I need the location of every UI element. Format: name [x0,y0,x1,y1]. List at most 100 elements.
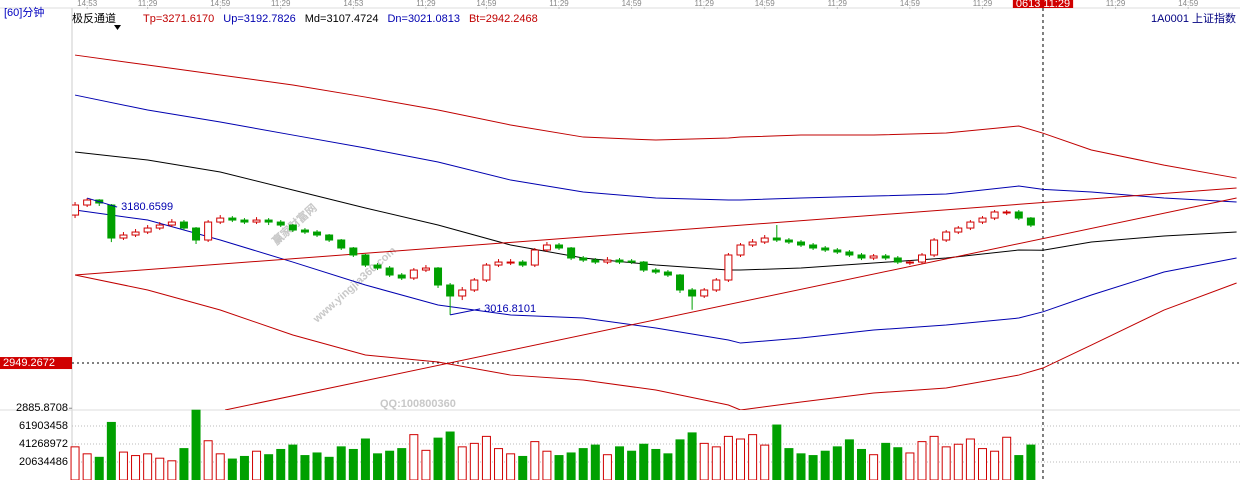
y-tick-label: 41268972 [19,438,68,450]
dropdown-arrow[interactable] [114,25,121,30]
candle-body [712,279,721,291]
x-tick-label: 14:59 [622,0,643,8]
volume-bar [82,453,92,480]
candle-body [833,249,842,253]
candle-body [724,254,733,281]
candle-body [905,261,914,264]
candle-body [748,241,757,246]
y-tick-label: 20634486 [19,456,68,468]
x-tick-label: 14:59 [476,0,497,8]
candle-body [579,257,588,261]
volume-bar [421,449,431,480]
volume-bar [554,455,564,480]
volume-bar [760,444,770,480]
trendline [75,187,1237,276]
candle-body [555,244,564,249]
candle-body [857,254,866,259]
candle-body [881,255,890,259]
candle-body [797,241,806,246]
candle-body [603,259,612,263]
volume-bar [481,435,491,480]
volume-bar [409,434,419,480]
volume-bar [264,454,274,480]
x-tick-label: 14:59 [210,0,231,8]
x-tick-label: 11:29 [1106,0,1126,8]
legend-entry: Tp=3271.6170 [143,13,214,25]
candle-body [821,247,830,251]
candle-body [506,261,515,264]
candle-body [663,271,672,276]
volume-bar [651,448,661,480]
symbol-label: 1A0001 上证指数 [1151,11,1236,25]
volume-bar [118,451,128,480]
volume-bar [1014,455,1024,480]
volume-bar [796,453,806,480]
candle-body [252,219,261,223]
band-line [74,54,1237,179]
volume-bar [397,448,407,480]
candle-body [361,254,370,266]
volume-bar [288,444,298,480]
volume-bar [167,460,177,480]
y-tick-highlight [0,357,72,370]
period-label: [60]分钟 [4,5,44,19]
volume-bar [784,448,794,480]
volume-bar [578,448,588,480]
annotation-leader [450,308,481,316]
candle-body [760,237,769,243]
candle-body [954,227,963,233]
volume-bar [203,440,213,480]
candle-body [83,199,92,206]
watermark-qq: QQ:100800360 [380,398,456,410]
candle-body [240,219,249,223]
volume-bar [905,452,915,480]
candle-body [1002,211,1011,214]
x-tick-label: 11:29 [973,0,993,8]
volume-bar [445,431,455,480]
candle-body [1014,211,1023,219]
volume-bar [385,450,395,480]
candle-body [421,267,430,271]
candle-body [228,217,237,221]
volume-bar [675,439,685,480]
candle-body [784,239,793,243]
candle-body [385,267,394,276]
volume-bar [869,454,879,480]
candle-body [470,279,479,291]
volume-bar [929,435,939,480]
candle-body [204,221,213,241]
x-tick-highlight [1012,0,1074,8]
candle-body [772,237,781,241]
volume-bar [953,443,963,480]
candle-body [518,261,527,266]
candle-body [651,269,660,273]
x-tick-label: 11:29 [416,0,436,8]
candle-body [482,264,491,281]
volume-bar [736,438,746,480]
y-tick-label: 2949.2672 [3,357,55,369]
candle-body [300,229,309,233]
candle-body [349,247,358,256]
volume-bar [94,456,104,480]
x-tick-label: 11:29 [549,0,569,8]
x-tick-label: 14:59 [900,0,921,8]
volume-bar [373,453,383,480]
volume-bar [360,438,370,480]
volume-bar [893,447,903,480]
x-tick-label: 11:29 [828,0,848,8]
volume-bar [687,432,697,480]
candle-body [917,254,926,263]
candle-body [615,259,624,263]
candle-body [313,231,322,236]
candle-body [458,289,467,297]
candle-body [930,239,939,256]
annotation-leader [87,197,118,208]
candle-body [639,261,648,271]
volume-bar [215,453,225,480]
volume-bar [239,455,249,480]
candle-body [216,217,225,223]
volume-bar [627,450,637,480]
volume-bar [723,435,733,480]
volume-bar [506,453,516,480]
